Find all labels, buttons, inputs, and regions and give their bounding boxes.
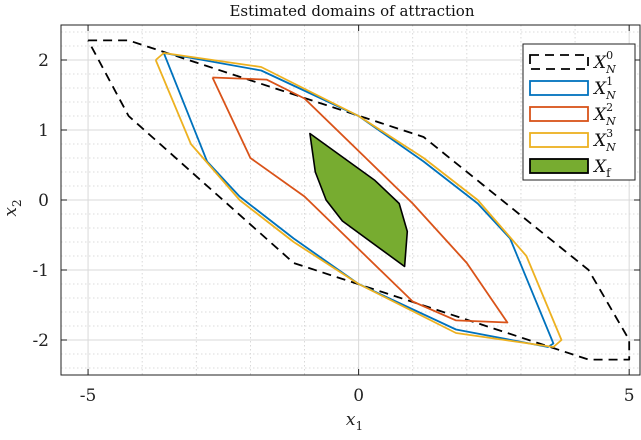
legend-label-4: Xf [592, 157, 612, 180]
legend-swatch-0 [529, 54, 589, 70]
y-tick-label: 1 [38, 121, 49, 141]
legend-swatch-3 [529, 132, 589, 148]
y-tick-label: -2 [32, 331, 49, 351]
legend-swatch-1 [529, 80, 589, 96]
legend-swatch-2 [529, 106, 589, 122]
y-tick-label: -1 [32, 261, 49, 281]
legend-label-1: X1 N [592, 75, 616, 102]
series-line-2 [211, 76, 509, 324]
axis-ticks [61, 25, 640, 375]
series-line-3 [154, 52, 563, 348]
x-axis-title: x1 [346, 410, 363, 433]
series-line-4 [309, 132, 409, 268]
y-tick-label: 0 [38, 191, 49, 211]
x-tick-labels: -5 0 5 [80, 386, 635, 406]
series-line-0 [87, 39, 631, 361]
legend-label-2: X2 N [592, 101, 616, 128]
legend-label-3: X3 N [592, 127, 616, 154]
x-tick-label: 0 [353, 386, 364, 406]
series-layer [87, 39, 631, 361]
y-axis-title: x2 [1, 199, 24, 216]
legend-label-0: X0 N [592, 49, 616, 76]
x-tick-label: -5 [80, 386, 97, 406]
legend: X0 NX1 NX2 NX3 N Xf [522, 43, 636, 181]
y-tick-label: 2 [38, 51, 49, 71]
legend-box [522, 43, 636, 181]
x-tick-label: 5 [624, 386, 635, 406]
legend-swatch-4 [529, 158, 589, 174]
chart-title: Estimated domains of attraction [229, 2, 474, 20]
y-tick-labels: -2 -1 0 1 2 [32, 51, 49, 351]
